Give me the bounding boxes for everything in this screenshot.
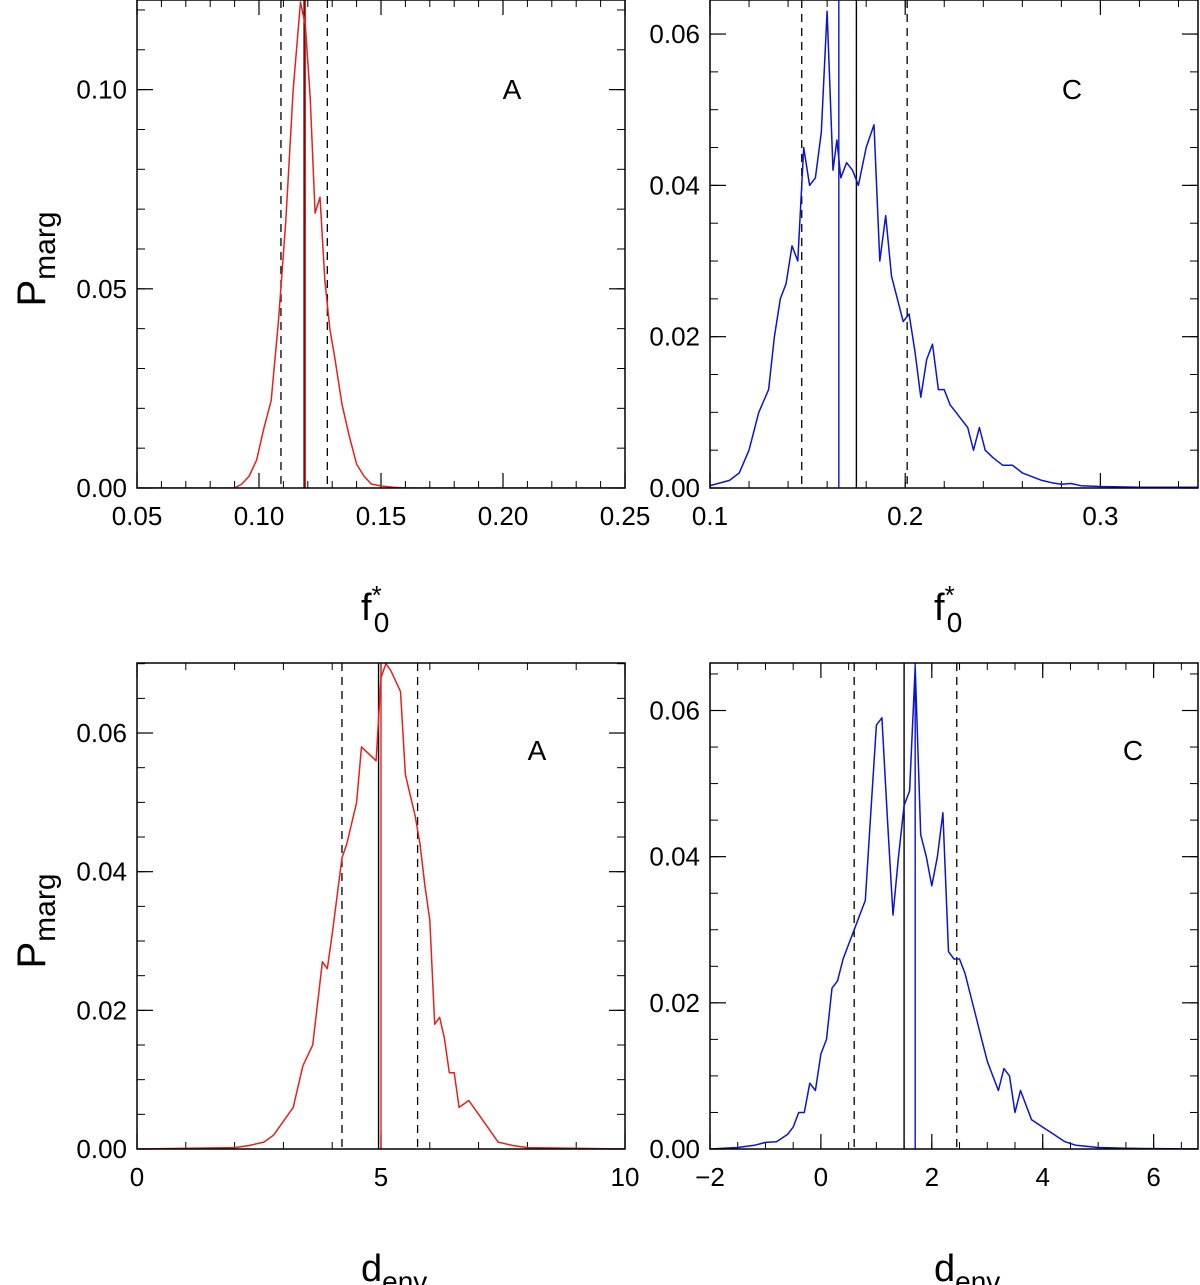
x-tick-label: 0.05 <box>112 501 163 531</box>
x-axis-title-main: d <box>361 1248 382 1285</box>
x-tick-label: 0.20 <box>478 501 529 531</box>
x-axis-title-sub: 0 <box>374 607 390 638</box>
posterior-curve <box>710 10 1198 488</box>
y-tick-label: 0.05 <box>76 274 127 304</box>
x-axis-title: denv <box>361 1248 427 1285</box>
y-axis-title-main: P <box>10 942 54 969</box>
y-axis-title-main: P <box>10 280 54 307</box>
y-tick-label: 0.02 <box>76 995 127 1025</box>
x-tick-label: −2 <box>695 1162 725 1192</box>
x-tick-label: 0.15 <box>356 501 407 531</box>
x-axis-title-main: d <box>934 1248 955 1285</box>
y-axis-title-sub: marg <box>29 211 62 279</box>
x-tick-label: 0 <box>814 1162 828 1192</box>
x-tick-label: 4 <box>1035 1162 1049 1192</box>
x-axis-title-sup: * <box>945 580 955 610</box>
y-tick-label: 0.04 <box>76 857 127 887</box>
x-axis-title: f* 0 <box>361 580 389 638</box>
x-axis-title: f* 0 <box>934 580 962 638</box>
y-tick-label: 0.04 <box>649 842 700 872</box>
y-axis-title-sub: marg <box>29 873 62 941</box>
y-tick-label: 0.00 <box>76 1134 127 1164</box>
y-tick-label: 0.00 <box>649 1134 700 1164</box>
x-tick-label: 0.1 <box>692 501 728 531</box>
x-axis-title-sub: env <box>955 1266 1000 1285</box>
x-tick-label: 0.25 <box>600 501 651 531</box>
y-tick-label: 0.06 <box>649 19 700 49</box>
y-tick-label: 0.10 <box>76 75 127 105</box>
y-tick-label: 0.04 <box>649 170 700 200</box>
plot-area <box>137 663 625 1149</box>
x-tick-label: 0 <box>130 1162 144 1192</box>
y-axis-title: Pmarg <box>10 211 62 306</box>
panel-label: C <box>1062 74 1082 105</box>
y-tick-label: 0.00 <box>76 473 127 503</box>
plot-frame <box>136 662 626 1150</box>
y-tick-label: 0.02 <box>649 322 700 352</box>
posterior-curve <box>137 663 625 1149</box>
plot-area <box>137 0 625 488</box>
x-axis-title-main: f <box>934 587 945 629</box>
x-tick-label: 6 <box>1146 1162 1160 1192</box>
x-axis-title-sub: 0 <box>947 607 963 638</box>
posterior-curve <box>137 1 625 488</box>
panel-top-left: 0.05 0.10 0.15 0.20 0.250.000.050.10 Af* 0Pmar… <box>10 0 650 638</box>
x-tick-label: 2 <box>925 1162 939 1192</box>
plot-frame <box>709 662 1199 1150</box>
panel-label: A <box>528 735 547 766</box>
panel-label: A <box>503 74 522 105</box>
y-axis-title: Pmarg <box>10 873 62 968</box>
panel-top-right: 0.1 0.2 0.3 0.00 0.02 0.04 0.06 Cf* 0 <box>649 0 1199 638</box>
y-tick-label: 0.00 <box>649 473 700 503</box>
x-axis-title-sub: env <box>382 1266 427 1285</box>
x-axis-title-main: f <box>361 587 372 629</box>
plot-area <box>710 663 1198 1149</box>
x-tick-label: 10 <box>611 1162 640 1192</box>
x-tick-label: 5 <box>374 1162 388 1192</box>
x-axis-title-sup: * <box>372 580 382 610</box>
plot-frame <box>136 0 626 489</box>
x-tick-label: 0.10 <box>234 501 285 531</box>
x-tick-label: 0.3 <box>1082 501 1118 531</box>
y-tick-label: 0.06 <box>76 718 127 748</box>
y-tick-label: 0.06 <box>649 696 700 726</box>
y-tick-label: 0.02 <box>649 988 700 1018</box>
panel-label: C <box>1123 735 1143 766</box>
posterior-curve <box>710 665 1198 1149</box>
x-tick-label: 0.2 <box>887 501 923 531</box>
plot-frame <box>709 0 1199 489</box>
x-axis-title: denv <box>934 1248 1000 1285</box>
plot-area <box>710 0 1198 488</box>
